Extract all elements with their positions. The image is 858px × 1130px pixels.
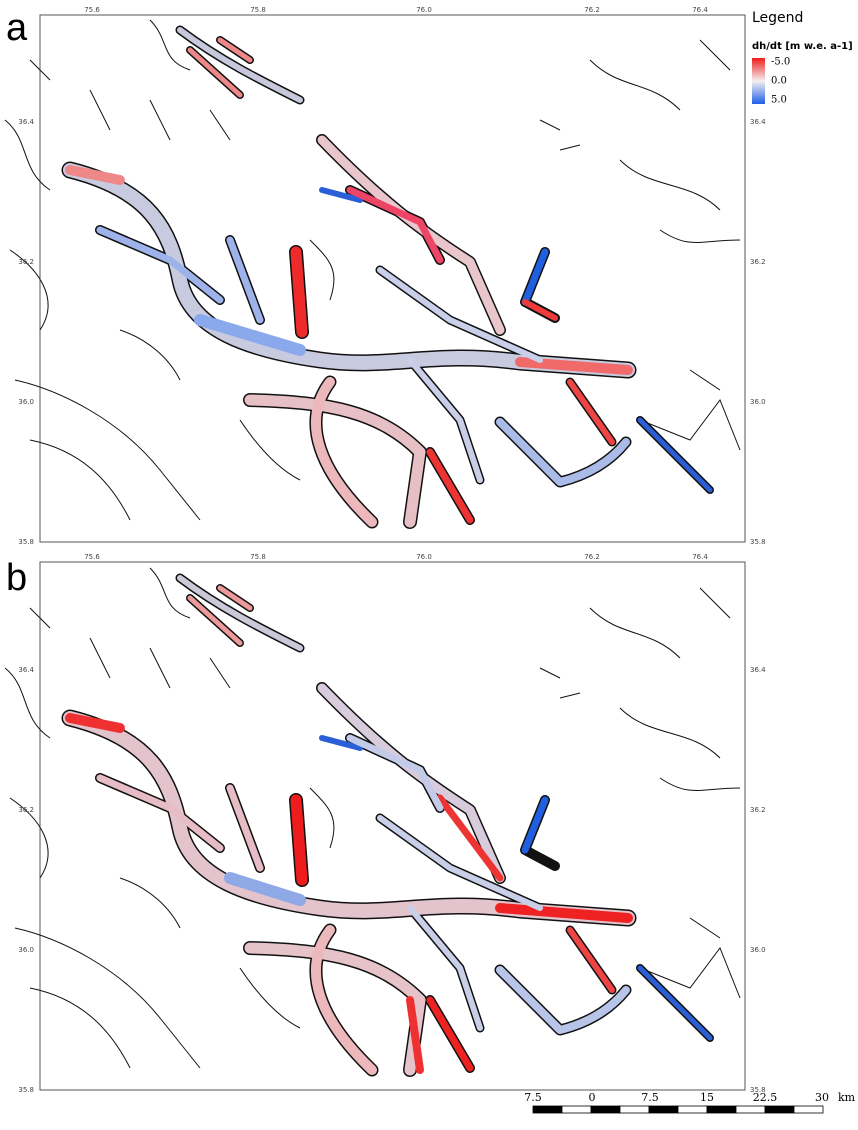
scale-label: 0 [589, 1091, 596, 1104]
longitude-label: 75.6 [84, 553, 100, 561]
scale-segment [561, 1105, 592, 1114]
legend-title: Legend [752, 10, 803, 26]
longitude-label: 76.2 [584, 6, 600, 14]
scale-label: 7.5 [524, 1091, 542, 1104]
longitude-label: 76.2 [584, 553, 600, 561]
longitude-label: 75.8 [250, 6, 266, 14]
longitude-label: 76.4 [692, 553, 708, 561]
longitude-label: 75.8 [250, 553, 266, 561]
scale-label: 22.5 [753, 1091, 778, 1104]
latitude-label: 36.0 [750, 946, 766, 954]
scale-label: 7.5 [641, 1091, 659, 1104]
latitude-label: 36.0 [750, 398, 766, 406]
scale-bar: 7.5 0 7.5 15 22.5 30 km [524, 1091, 856, 1114]
map-panel: b 75.6 75.8 76.0 76.2 76.4 36.4 36.2 36.0 35.8 36.… [5, 553, 766, 1094]
scale-segment [648, 1105, 679, 1114]
legend: Legend dh/dt [m w.e. a-1] -5.0 0.0 5.0 [752, 10, 853, 106]
scale-label: 30 [815, 1091, 829, 1104]
latitude-label: 36.2 [18, 806, 34, 814]
latitude-label: 36.0 [18, 946, 34, 954]
latitude-label: 35.8 [750, 538, 766, 546]
latitude-label: 35.8 [18, 1086, 34, 1094]
latitude-label: 36.0 [18, 398, 34, 406]
latitude-label: 36.2 [18, 258, 34, 266]
scale-segment [793, 1105, 824, 1114]
glacier-change [63, 27, 713, 528]
legend-entry: 0.0 [771, 76, 787, 87]
scale-segment [764, 1105, 795, 1114]
longitude-label: 76.0 [416, 553, 432, 561]
legend-entry: 5.0 [771, 95, 787, 106]
scale-segment [677, 1105, 708, 1114]
scale-segment [532, 1105, 563, 1114]
color-bar [752, 58, 765, 104]
scale-segment [706, 1105, 737, 1114]
latitude-label: 36.2 [750, 258, 766, 266]
latitude-label: 36.4 [18, 118, 34, 126]
scale-segment [619, 1105, 650, 1114]
scale-label: 15 [700, 1091, 714, 1104]
panel-label: b [6, 557, 27, 599]
legend-entry: -5.0 [771, 57, 790, 68]
latitude-label: 36.2 [750, 806, 766, 814]
legend-variable: dh/dt [m w.e. a-1] [752, 41, 853, 52]
panel-label: a [6, 7, 28, 49]
latitude-label: 36.4 [18, 666, 34, 674]
latitude-label: 35.8 [750, 1086, 766, 1094]
longitude-label: 76.4 [692, 6, 708, 14]
latitude-label: 35.8 [18, 538, 34, 546]
scale-segment [735, 1105, 766, 1114]
longitude-label: 76.0 [416, 6, 432, 14]
map-panel: a 75.6 75.8 76.0 76.2 76.4 36.4 36.2 36.0 35.8 36.… [5, 6, 766, 546]
scale-unit: km [838, 1091, 856, 1104]
scale-segment [590, 1105, 621, 1114]
latitude-label: 36.4 [750, 118, 766, 126]
longitude-label: 75.6 [84, 6, 100, 14]
glacier-change [63, 575, 713, 1076]
latitude-label: 36.4 [750, 666, 766, 674]
